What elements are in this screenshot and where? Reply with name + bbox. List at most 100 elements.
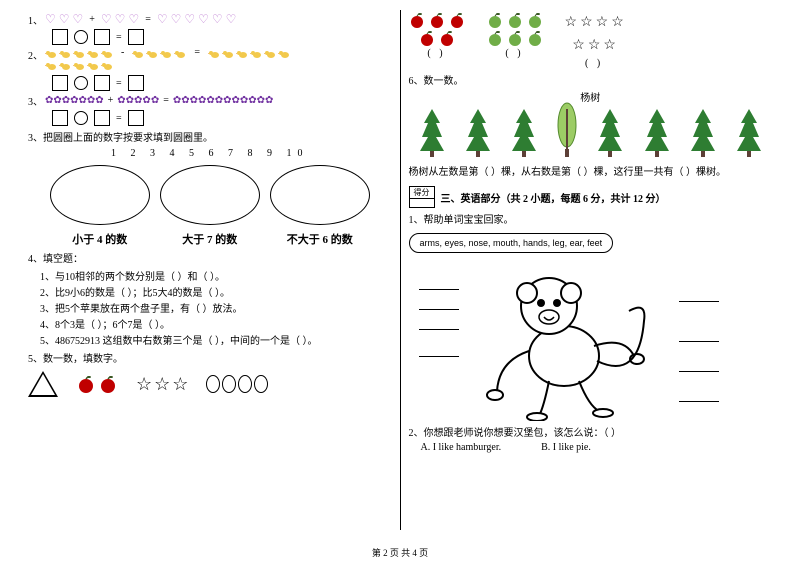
operator-circle[interactable]: [74, 76, 88, 90]
apple-green-icon: [527, 12, 543, 28]
label-line[interactable]: [679, 371, 719, 372]
duck-icon: [87, 49, 99, 59]
star-icon: ☆: [588, 37, 601, 54]
equals-sign: =: [145, 14, 151, 25]
duck-icon: [73, 61, 85, 71]
duck-icon: [132, 49, 144, 59]
q2-box-row: =: [28, 75, 392, 91]
pine-tree-icon: [735, 107, 763, 157]
fill-item: 1、与10相邻的两个数分别是（ ）和（ ）。: [40, 268, 392, 283]
option-b[interactable]: B. I like pie.: [541, 442, 591, 453]
score-value[interactable]: [410, 199, 434, 207]
count-shapes-row: ☆ ☆ ☆: [28, 371, 392, 397]
pine-tree-icon: [418, 107, 446, 157]
q4-title: 4、填空题：: [28, 250, 392, 265]
equals-sign: =: [116, 113, 122, 124]
label-line[interactable]: [419, 329, 459, 330]
fill-item: 5、486752913 这组数中右数第三个是（ ），中间的一个是（ ）。: [40, 332, 392, 347]
equals-sign: =: [116, 32, 122, 43]
label-line[interactable]: [419, 356, 459, 357]
duck-icon: [250, 49, 262, 59]
oval-target[interactable]: [50, 165, 150, 225]
q1-hearts-row: 1、 ♡ ♡ ♡ + ♡ ♡ ♡ = ♡ ♡ ♡ ♡ ♡ ♡: [28, 12, 392, 27]
worksheet-page: 1、 ♡ ♡ ♡ + ♡ ♡ ♡ = ♡ ♡ ♡ ♡ ♡ ♡ = 2、: [0, 0, 800, 530]
apple-red-icon: [449, 12, 465, 28]
q3-label: 3、: [28, 93, 43, 108]
answer-box[interactable]: [128, 75, 144, 91]
answer-box[interactable]: [94, 75, 110, 91]
oval-target[interactable]: [270, 165, 370, 225]
answer-box[interactable]: [94, 29, 110, 45]
answer-box[interactable]: [128, 29, 144, 45]
oval-count-group: [206, 375, 268, 393]
label-line[interactable]: [419, 309, 459, 310]
oval-icon: [206, 375, 220, 393]
q3-instruction: 3、把圆圈上面的数字按要求填到圆圈里。: [28, 129, 392, 144]
duck-icon: [174, 49, 186, 59]
star-group: ☆☆☆☆ ☆☆☆ ( ): [565, 12, 624, 69]
answer-box[interactable]: [52, 110, 68, 126]
duck-icon: [59, 49, 71, 59]
eng-q1: 1、帮助单词宝宝回家。: [409, 211, 773, 226]
red-apple-group: ( ): [409, 12, 465, 59]
duck-icon: [45, 49, 57, 59]
q3-flowers-row: 3、 ✿✿✿✿✿✿✿ + ✿✿✿✿✿ = ✿✿✿✿✿✿✿✿✿✿✿✿: [28, 93, 392, 108]
option-a[interactable]: A. I like hamburger.: [421, 442, 502, 453]
pine-tree-icon: [643, 107, 671, 157]
oval-label: 大于 7 的数: [160, 231, 260, 247]
flower-group: ✿✿✿✿✿✿✿✿✿✿✿✿: [173, 95, 274, 106]
duck-icon: [146, 49, 158, 59]
apple-icon: [98, 374, 118, 394]
label-line[interactable]: [419, 289, 459, 290]
answer-paren[interactable]: ( ): [585, 58, 603, 69]
eng-options: A. I like hamburger. B. I like pie.: [409, 442, 773, 453]
apple-red-icon: [409, 12, 425, 28]
duck-icon: [222, 49, 234, 59]
q1-box-row: =: [28, 29, 392, 45]
plus-sign: +: [108, 95, 114, 106]
operator-circle[interactable]: [74, 111, 88, 125]
answer-paren[interactable]: ( ): [505, 48, 523, 59]
answer-box[interactable]: [52, 75, 68, 91]
fill-item: 4、8个3是（ ）；6个7是（ ）。: [40, 316, 392, 331]
apple-green-icon: [487, 30, 503, 46]
triangle-group: [28, 371, 58, 397]
q6-title: 6、数一数。: [409, 72, 773, 87]
operator-circle[interactable]: [74, 30, 88, 44]
monkey-icon: [469, 261, 679, 421]
oval-label: 不大于 6 的数: [270, 231, 370, 247]
label-line[interactable]: [679, 401, 719, 402]
label-line[interactable]: [679, 301, 719, 302]
monkey-diagram: [409, 261, 773, 421]
right-column: ( ) ( ) ☆☆☆☆: [401, 10, 781, 530]
oval-container: [28, 165, 392, 225]
number-list: 1 2 3 4 5 6 7 8 9 10: [28, 148, 392, 159]
duck-icon: [160, 49, 172, 59]
answer-paren[interactable]: ( ): [427, 48, 445, 59]
heart-icon: ♡ ♡ ♡ ♡ ♡ ♡: [157, 12, 237, 27]
apple-green-icon: [487, 12, 503, 28]
q2-ducks-row: 2、 -: [28, 47, 392, 73]
star-icon: ☆: [580, 14, 593, 31]
apple-green-icon: [527, 30, 543, 46]
apple-red-icon: [429, 12, 445, 28]
oval-target[interactable]: [160, 165, 260, 225]
word-bank: arms, eyes, nose, mouth, hands, leg, ear…: [409, 233, 614, 253]
pine-tree-icon: [689, 107, 717, 157]
plus-sign: +: [89, 14, 95, 25]
duck-icon: [59, 61, 71, 71]
equals-sign: =: [194, 47, 200, 58]
q5-title: 5、数一数，填数字。: [28, 350, 392, 365]
answer-box[interactable]: [52, 29, 68, 45]
oval-icon: [238, 375, 252, 393]
duck-icon: [278, 49, 290, 59]
page-footer: 第 2 页 共 4 页: [0, 546, 800, 559]
pine-tree-icon: [596, 107, 624, 157]
apple-green-icon: [507, 12, 523, 28]
label-line[interactable]: [679, 341, 719, 342]
answer-box[interactable]: [94, 110, 110, 126]
star-icon: ☆: [596, 14, 609, 31]
pine-tree-icon: [510, 107, 538, 157]
answer-box[interactable]: [128, 110, 144, 126]
fill-item: 2、比9小6的数是（ ）；比5大4的数是（ ）。: [40, 284, 392, 299]
